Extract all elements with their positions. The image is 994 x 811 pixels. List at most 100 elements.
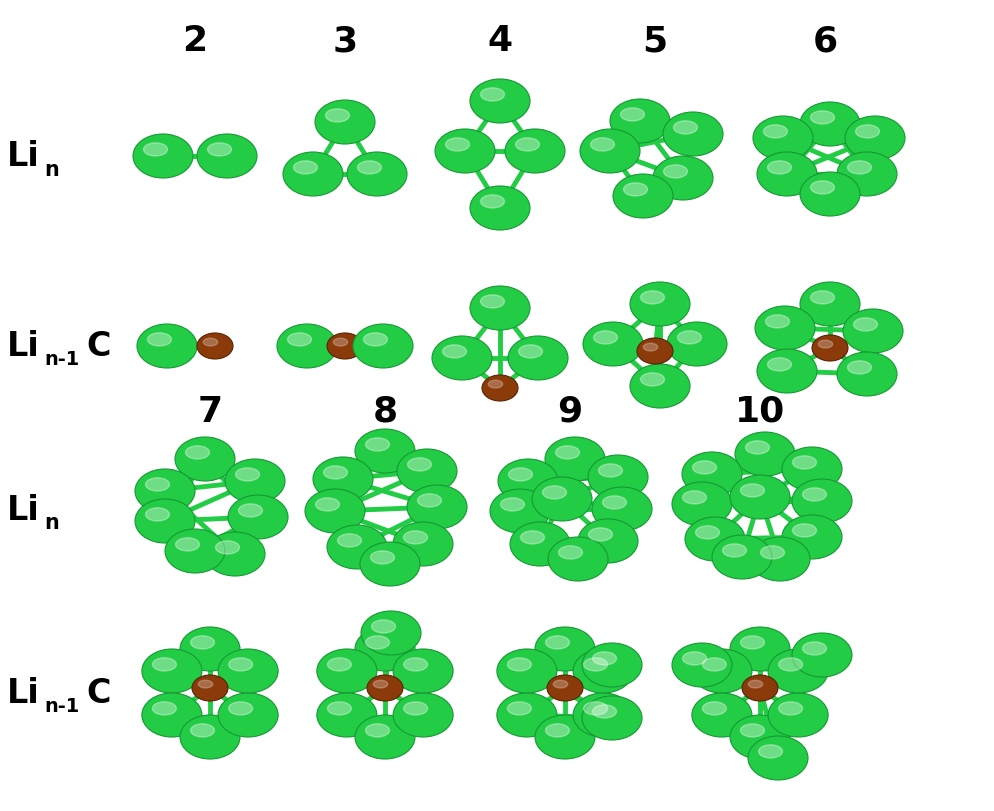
Ellipse shape [481,375,518,401]
Text: 5: 5 [642,24,667,58]
Ellipse shape [180,715,240,759]
Ellipse shape [417,494,441,508]
Ellipse shape [553,680,568,689]
Ellipse shape [145,508,169,521]
Ellipse shape [799,283,859,327]
Ellipse shape [239,504,262,517]
Ellipse shape [844,117,905,161]
Ellipse shape [507,658,531,672]
Ellipse shape [370,551,394,564]
Ellipse shape [373,680,388,689]
Ellipse shape [730,715,789,759]
Ellipse shape [745,441,768,454]
Text: n-1: n-1 [44,350,80,369]
Ellipse shape [643,344,657,351]
Ellipse shape [666,323,727,367]
Ellipse shape [542,487,566,500]
Ellipse shape [337,534,361,547]
Ellipse shape [327,526,387,569]
Ellipse shape [791,633,851,677]
Ellipse shape [469,80,530,124]
Ellipse shape [165,530,225,573]
Ellipse shape [730,475,789,519]
Ellipse shape [371,620,395,633]
Ellipse shape [488,380,502,388]
Ellipse shape [152,702,176,715]
Ellipse shape [143,144,167,157]
Ellipse shape [740,484,763,497]
Ellipse shape [469,286,530,331]
Ellipse shape [353,324,413,368]
Ellipse shape [327,702,351,715]
Ellipse shape [316,649,377,693]
Ellipse shape [315,498,339,512]
Ellipse shape [740,636,763,649]
Ellipse shape [508,468,532,482]
Ellipse shape [578,519,637,564]
Ellipse shape [142,693,202,737]
Ellipse shape [759,546,783,560]
Ellipse shape [333,339,347,346]
Ellipse shape [508,337,568,380]
Ellipse shape [228,496,287,539]
Ellipse shape [591,705,616,718]
Ellipse shape [583,702,607,715]
Ellipse shape [612,175,672,219]
Ellipse shape [692,461,716,474]
Ellipse shape [781,515,841,560]
Ellipse shape [229,658,252,672]
Ellipse shape [781,448,841,491]
Ellipse shape [365,636,389,649]
Ellipse shape [407,486,466,530]
Text: 4: 4 [487,24,512,58]
Ellipse shape [347,152,407,197]
Ellipse shape [810,112,834,125]
Ellipse shape [282,152,343,197]
Text: 10: 10 [735,394,784,428]
Ellipse shape [754,307,814,350]
Ellipse shape [836,152,897,197]
Ellipse shape [175,437,235,482]
Ellipse shape [740,724,763,737]
Ellipse shape [489,489,550,534]
Ellipse shape [137,324,197,368]
Ellipse shape [580,130,639,174]
Ellipse shape [293,161,317,175]
Ellipse shape [766,358,790,371]
Ellipse shape [225,460,284,504]
Ellipse shape [535,627,594,672]
Ellipse shape [836,353,897,397]
Ellipse shape [662,113,723,157]
Ellipse shape [208,144,232,157]
Ellipse shape [799,173,859,217]
Ellipse shape [393,649,452,693]
Ellipse shape [757,744,781,758]
Text: 7: 7 [197,394,223,428]
Ellipse shape [573,693,632,737]
Ellipse shape [197,135,256,178]
Ellipse shape [545,636,569,649]
Ellipse shape [393,522,452,566]
Ellipse shape [681,453,742,496]
Ellipse shape [145,478,169,491]
Ellipse shape [747,680,762,689]
Ellipse shape [355,627,414,672]
Ellipse shape [735,432,794,476]
Ellipse shape [408,458,431,471]
Ellipse shape [767,649,827,693]
Ellipse shape [532,478,591,521]
Ellipse shape [810,182,834,195]
Ellipse shape [287,333,311,346]
Ellipse shape [791,457,816,470]
Ellipse shape [609,100,669,144]
Ellipse shape [591,652,616,665]
Ellipse shape [629,283,689,327]
Ellipse shape [555,446,579,460]
Text: Li: Li [7,493,40,526]
Ellipse shape [855,126,879,139]
Ellipse shape [305,489,365,534]
Ellipse shape [505,130,565,174]
Ellipse shape [623,183,647,197]
Ellipse shape [673,122,697,135]
Ellipse shape [500,498,524,512]
